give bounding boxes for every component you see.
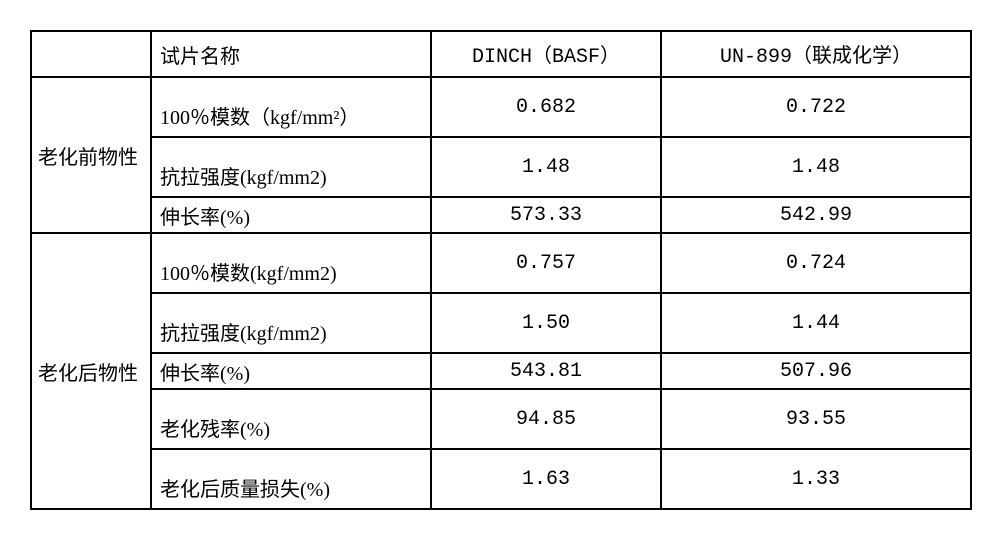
table-row: 老化前物性 100％模数（kgf/mm²） 0.682 0.722 [31, 77, 971, 137]
prop-value-b: 93.55 [661, 389, 971, 449]
group-before-aging: 老化前物性 [31, 77, 151, 233]
header-col-a: DINCH（BASF） [431, 31, 661, 77]
table-row: 伸长率(%) 573.33 542.99 [31, 197, 971, 233]
header-col-b: UN-899（联成化学） [661, 31, 971, 77]
prop-value-a: 94.85 [431, 389, 661, 449]
prop-label: 抗拉强度(kgf/mm2) [151, 137, 431, 197]
table-header-row: 试片名称 DINCH（BASF） UN-899（联成化学） [31, 31, 971, 77]
header-blank [31, 31, 151, 77]
prop-label: 伸长率(%) [151, 197, 431, 233]
prop-value-a: 0.682 [431, 77, 661, 137]
prop-label: 100％模数(kgf/mm2) [151, 233, 431, 293]
prop-label: 老化后质量损失(%) [151, 449, 431, 509]
prop-value-b: 542.99 [661, 197, 971, 233]
prop-value-b: 1.33 [661, 449, 971, 509]
table-row: 老化后物性 100％模数(kgf/mm2) 0.757 0.724 [31, 233, 971, 293]
prop-label: 100％模数（kgf/mm²） [151, 77, 431, 137]
table-row: 老化残率(%) 94.85 93.55 [31, 389, 971, 449]
prop-value-a: 1.50 [431, 293, 661, 353]
group-after-aging: 老化后物性 [31, 233, 151, 509]
prop-value-a: 1.63 [431, 449, 661, 509]
prop-value-a: 1.48 [431, 137, 661, 197]
prop-value-a: 573.33 [431, 197, 661, 233]
prop-value-b: 507.96 [661, 353, 971, 389]
prop-label: 伸长率(%) [151, 353, 431, 389]
prop-value-a: 543.81 [431, 353, 661, 389]
table-row: 伸长率(%) 543.81 507.96 [31, 353, 971, 389]
prop-value-b: 0.724 [661, 233, 971, 293]
prop-label: 老化残率(%) [151, 389, 431, 449]
header-name: 试片名称 [151, 31, 431, 77]
table-row: 抗拉强度(kgf/mm2) 1.50 1.44 [31, 293, 971, 353]
table-row: 抗拉强度(kgf/mm2) 1.48 1.48 [31, 137, 971, 197]
prop-label: 抗拉强度(kgf/mm2) [151, 293, 431, 353]
properties-table: 试片名称 DINCH（BASF） UN-899（联成化学） 老化前物性 100％… [30, 30, 972, 510]
prop-value-a: 0.757 [431, 233, 661, 293]
table-row: 老化后质量损失(%) 1.63 1.33 [31, 449, 971, 509]
prop-value-b: 1.44 [661, 293, 971, 353]
prop-value-b: 1.48 [661, 137, 971, 197]
prop-value-b: 0.722 [661, 77, 971, 137]
